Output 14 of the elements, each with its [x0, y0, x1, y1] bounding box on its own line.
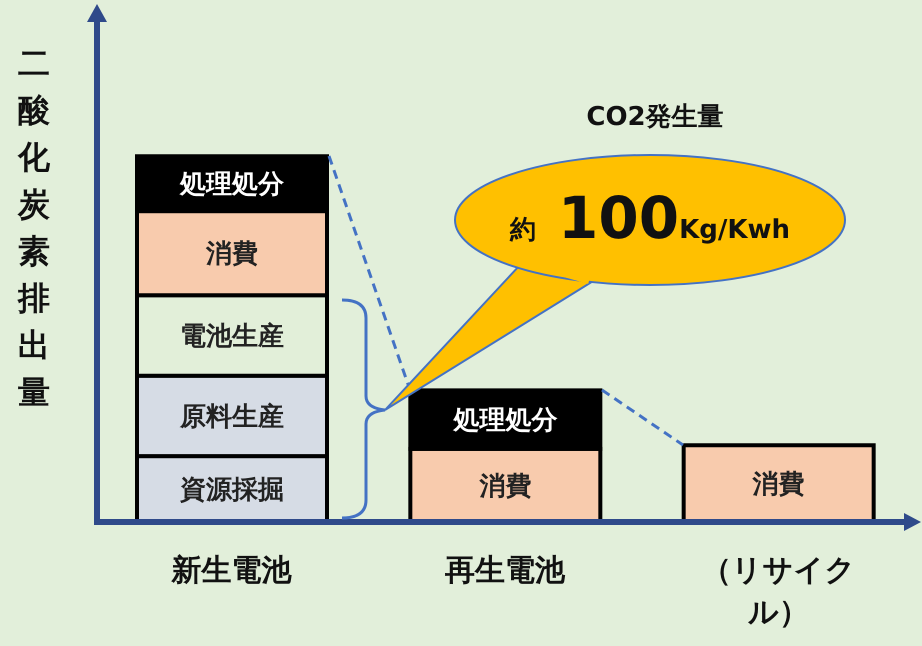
x-tick-label: 新生電池	[170, 553, 293, 588]
y-axis-title: 二酸化炭素排出量	[16, 43, 51, 413]
series-label: 原料生産	[179, 402, 284, 432]
text: 消費	[206, 239, 258, 270]
text: 消費	[752, 470, 805, 500]
series-label: 電池生産	[180, 321, 284, 352]
text: 処理処分	[453, 406, 558, 436]
x-tick-label: （リサイクル）	[701, 553, 856, 630]
text: CO2発生量	[586, 102, 724, 132]
x-tick-label: 再生電池	[444, 553, 566, 588]
series-label: 消費	[478, 471, 532, 502]
series-label: 資源採掘	[179, 475, 284, 506]
series-label: 処理処分	[179, 170, 285, 200]
annotation: 約 100Kg/Kwh	[508, 184, 790, 252]
